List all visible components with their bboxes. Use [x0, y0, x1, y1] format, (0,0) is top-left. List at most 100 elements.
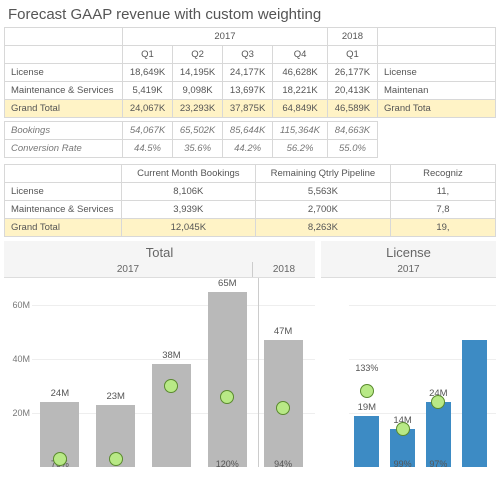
- pct-label: 94%: [274, 459, 292, 469]
- table-cell: 11,: [390, 183, 495, 201]
- year-header: 2018: [327, 28, 377, 46]
- table-row-label: License: [5, 64, 123, 82]
- bookings-table: Current Month BookingsRemaining Qtrly Pi…: [0, 164, 500, 237]
- chart-year-label: 2017: [4, 262, 253, 277]
- table-cell: 26,177K: [327, 64, 377, 82]
- revenue-table: 20172018Q1Q2Q3Q4Q1License18,649K14,195K2…: [0, 27, 500, 158]
- table-cell: 7,8: [390, 201, 495, 219]
- table-cell: 12,045K: [121, 219, 255, 237]
- table-cell: 44.2%: [223, 140, 273, 158]
- table-cell: 24,067K: [123, 100, 173, 118]
- chart-panel: License2017 19M 133% 14M99%24M97%: [321, 241, 496, 467]
- table-cell: 5,419K: [123, 82, 173, 100]
- table-cell: 9,098K: [173, 82, 223, 100]
- table-cell: 84,663K: [327, 122, 377, 140]
- pct-label: 99%: [394, 459, 412, 469]
- bar-value-label: 19M: [358, 402, 376, 413]
- side-label: Maintenan: [378, 82, 496, 100]
- table-row-label: Bookings: [5, 122, 123, 140]
- chart-title: Total: [4, 241, 315, 262]
- bar-column: [456, 278, 492, 467]
- table-row-label: Maintenance & Services: [5, 82, 123, 100]
- table-row-label: Grand Total: [5, 219, 122, 237]
- y-tick: 40M: [12, 354, 30, 364]
- chart-year-label: 2017: [321, 262, 496, 277]
- chart-title: License: [321, 241, 496, 262]
- table-cell: 55.0%: [327, 140, 377, 158]
- bar-value-label: 23M: [106, 391, 124, 402]
- col-header: Recogniz: [390, 165, 495, 183]
- y-axis: 20M40M60M: [4, 278, 32, 467]
- bar: 24M: [426, 402, 451, 467]
- y-tick: 60M: [12, 300, 30, 310]
- table-cell: 115,364K: [273, 122, 328, 140]
- marker-dot: [396, 422, 410, 436]
- marker-dot: [164, 379, 178, 393]
- marker-dot: [109, 452, 123, 466]
- chart-panel: Total2017201820M40M60M24M76%23M38M65M120…: [4, 241, 315, 467]
- quarter-header: Q2: [173, 46, 223, 64]
- bar-column: 14M99%: [385, 278, 421, 467]
- table-cell: 13,697K: [223, 82, 273, 100]
- table-cell: 8,106K: [121, 183, 255, 201]
- table-cell: 24,177K: [223, 64, 273, 82]
- y-axis: [321, 278, 349, 467]
- table-row-label: Conversion Rate: [5, 140, 123, 158]
- table-cell: 20,413K: [327, 82, 377, 100]
- table-cell: 2,700K: [255, 201, 390, 219]
- quarter-header: Q3: [223, 46, 273, 64]
- col-header: Current Month Bookings: [121, 165, 255, 183]
- bar: 19M: [354, 416, 379, 467]
- bar-column: 24M76%: [32, 278, 88, 467]
- marker-dot: [220, 390, 234, 404]
- bar-value-label: 24M: [51, 388, 69, 399]
- charts-row: Total2017201820M40M60M24M76%23M38M65M120…: [0, 237, 500, 467]
- bar-column: 38M: [144, 278, 200, 467]
- table-cell: 56.2%: [273, 140, 328, 158]
- table-cell: 85,644K: [223, 122, 273, 140]
- pct-label: 120%: [216, 459, 239, 469]
- bar: 65M: [208, 292, 247, 468]
- marker-dot: [53, 452, 67, 466]
- pct-label: 133%: [355, 363, 378, 373]
- bar-value-label: 47M: [274, 326, 292, 337]
- chart-year-label: 2018: [253, 262, 315, 277]
- table-cell: 3,939K: [121, 201, 255, 219]
- table-cell: 19,: [390, 219, 495, 237]
- bar: [462, 340, 487, 467]
- table-cell: 5,563K: [255, 183, 390, 201]
- table-cell: 65,502K: [173, 122, 223, 140]
- table-cell: 44.5%: [123, 140, 173, 158]
- table-cell: 14,195K: [173, 64, 223, 82]
- table-row-label: Maintenance & Services: [5, 201, 122, 219]
- col-header: Remaining Qtrly Pipeline: [255, 165, 390, 183]
- table-cell: 37,875K: [223, 100, 273, 118]
- bar-column: 19M 133%: [349, 278, 385, 467]
- page-title: Forecast GAAP revenue with custom weight…: [0, 0, 500, 27]
- bar-column: 24M97%: [421, 278, 457, 467]
- bar-value-label: 38M: [162, 350, 180, 361]
- bar-value-label: 65M: [218, 278, 236, 289]
- side-label: License: [378, 64, 496, 82]
- table-cell: 18,649K: [123, 64, 173, 82]
- bar-column: 47M 94%: [255, 278, 311, 467]
- table-cell: 46,589K: [327, 100, 377, 118]
- table-cell: 46,628K: [273, 64, 328, 82]
- marker-dot: [276, 401, 290, 415]
- bar-column: 65M120%: [199, 278, 255, 467]
- year-header: 2017: [123, 28, 328, 46]
- bars-area: 24M76%23M38M65M120%47M94%: [32, 278, 311, 467]
- table-cell: 35.6%: [173, 140, 223, 158]
- table-row-label: Grand Total: [5, 100, 123, 118]
- table-cell: 64,849K: [273, 100, 328, 118]
- bar-column: 23M: [88, 278, 144, 467]
- bars-area: 19M 133% 14M99%24M97%: [349, 278, 492, 467]
- side-label: Grand Tota: [378, 100, 496, 118]
- pct-label: 97%: [429, 459, 447, 469]
- table-cell: 8,263K: [255, 219, 390, 237]
- quarter-header: Q1: [123, 46, 173, 64]
- table-cell: 18,221K: [273, 82, 328, 100]
- table-cell: 54,067K: [123, 122, 173, 140]
- table-cell: 23,293K: [173, 100, 223, 118]
- quarter-header: Q1: [327, 46, 377, 64]
